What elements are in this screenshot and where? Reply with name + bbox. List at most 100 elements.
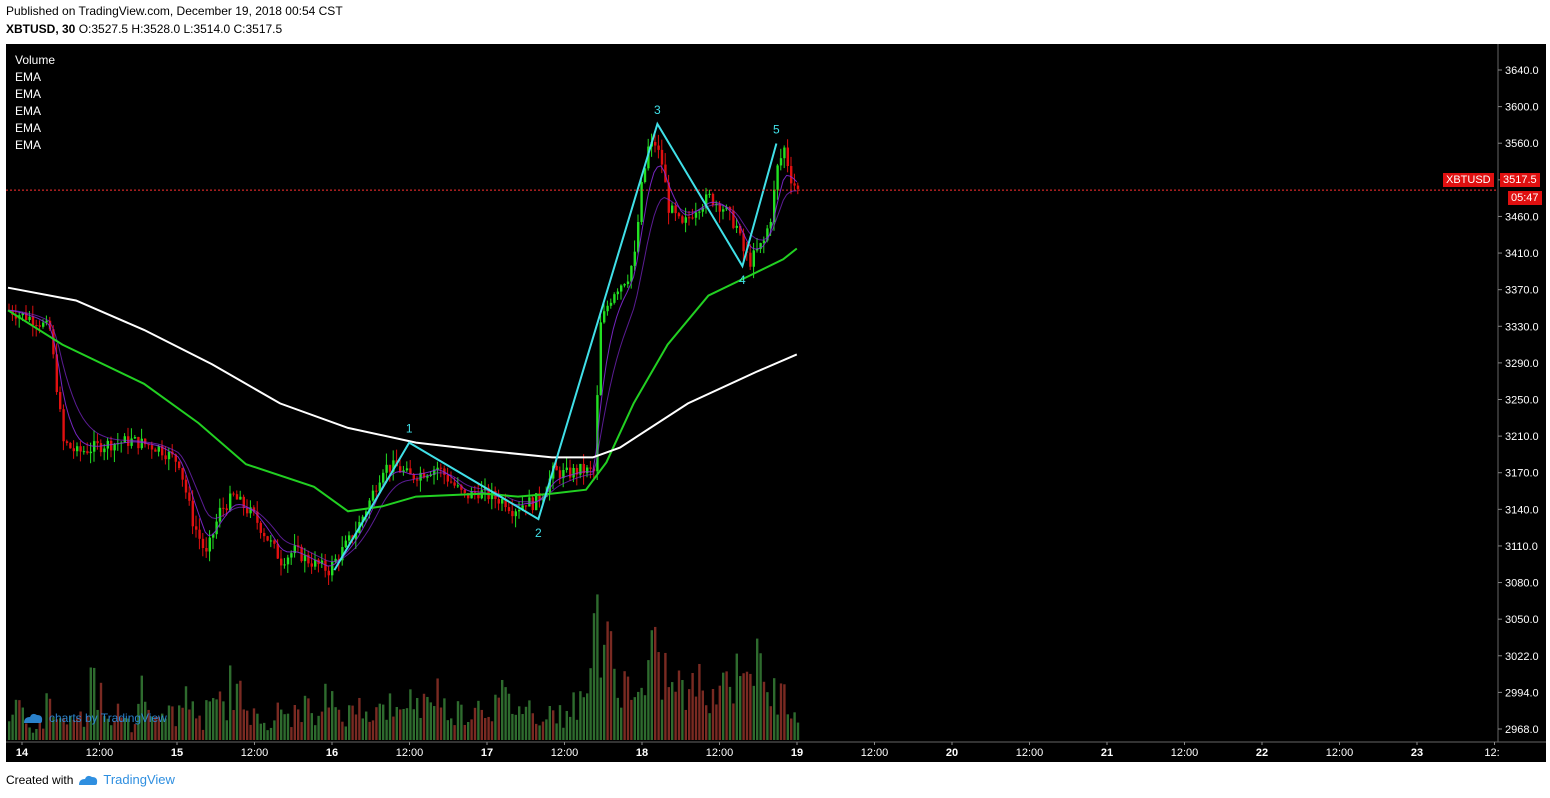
legend-ema-4[interactable]: EMA — [15, 121, 42, 135]
time-tick-label: 18 — [636, 747, 648, 759]
candle-body — [623, 284, 626, 286]
volume-bar — [93, 667, 96, 740]
candle-body — [157, 445, 160, 452]
volume-bar — [154, 717, 157, 740]
volume-bar — [773, 678, 776, 740]
candle-body — [195, 526, 198, 530]
candle-body — [174, 454, 177, 462]
volume-bar — [422, 693, 426, 740]
candle-body — [558, 470, 562, 479]
candle-body — [548, 478, 551, 493]
legend-volume[interactable]: Volume — [15, 53, 56, 67]
volume-bar — [439, 707, 443, 740]
tradingview-cloud-icon — [24, 713, 43, 723]
candle-body — [446, 475, 449, 482]
watermark[interactable]: charts by TradingView — [22, 711, 167, 725]
volume-bar — [38, 722, 41, 740]
volume-bar — [229, 665, 232, 740]
price-tick-label: 3460.0 — [1505, 211, 1539, 223]
legend-ema-1[interactable]: EMA — [15, 70, 42, 84]
volume-bar — [52, 717, 55, 740]
volume-bar — [643, 695, 647, 740]
ema-slow-line — [7, 286, 798, 459]
candle-body — [603, 311, 606, 323]
volume-bar — [433, 706, 436, 740]
volume-bar — [582, 697, 585, 740]
volume-bar — [460, 704, 463, 740]
price-tick-label: 3330.0 — [1505, 321, 1539, 333]
volume-bar — [701, 690, 704, 740]
candle-body — [55, 354, 58, 393]
candle-body — [225, 508, 228, 511]
time-tick-label: 12:00 — [1171, 747, 1199, 759]
price-tick-label: 3410.0 — [1505, 248, 1539, 260]
volume-bar — [375, 707, 378, 740]
price-tick-label: 3290.0 — [1505, 358, 1539, 370]
candle-body — [762, 240, 766, 244]
time-axis — [6, 742, 1546, 762]
volume-bar — [195, 718, 198, 740]
candle-body — [677, 213, 681, 217]
candle-body — [327, 570, 330, 576]
candle-body — [344, 540, 347, 548]
volume-bar — [266, 730, 269, 740]
volume-bar — [412, 709, 415, 740]
volume-bar — [572, 692, 575, 740]
volume-bar — [514, 714, 517, 740]
volume-bar — [786, 714, 789, 740]
candle-body — [181, 467, 184, 480]
volume-bar — [35, 728, 38, 740]
candle-body — [416, 479, 419, 481]
candle-body — [266, 536, 269, 541]
time-tick-label: 16 — [326, 747, 338, 759]
volume-bar — [616, 697, 619, 740]
legend-ema-5[interactable]: EMA — [15, 138, 42, 152]
volume-bar — [116, 703, 120, 740]
volume-bar — [654, 626, 657, 740]
candle-body — [531, 497, 534, 511]
price-tick-label: 3640.0 — [1505, 65, 1539, 77]
volume-bar — [511, 713, 514, 740]
volume-bar — [205, 700, 208, 740]
candle-body — [378, 482, 381, 492]
candle-body — [307, 554, 310, 564]
candle-body — [62, 409, 65, 442]
ema-fast-line — [7, 190, 797, 563]
pattern-label: 5 — [773, 123, 780, 137]
footer: Created with TradingView — [6, 772, 175, 787]
volume-bar — [745, 671, 749, 740]
candle-body — [409, 468, 412, 475]
candle-body — [361, 516, 364, 522]
candle-body — [79, 446, 82, 452]
volume-bar — [147, 709, 150, 740]
candle-body — [99, 443, 103, 453]
legend-ema-2[interactable]: EMA — [15, 87, 42, 101]
volume-bar — [99, 682, 103, 740]
volume-bar — [113, 720, 116, 740]
volume-bar — [501, 679, 504, 740]
volume-bar — [82, 726, 86, 740]
candle-body — [103, 448, 106, 453]
volume-bar — [728, 686, 732, 740]
candle-body — [582, 463, 585, 474]
time-tick-label: 20 — [946, 747, 958, 759]
legend-ema-3[interactable]: EMA — [15, 104, 42, 118]
candle-body — [184, 479, 188, 493]
volume-bar — [327, 707, 330, 740]
volume-bar — [354, 714, 358, 740]
watermark-text: charts by TradingView — [49, 711, 167, 725]
volume-bar — [249, 724, 252, 740]
pattern-label: 4 — [739, 273, 746, 287]
volume-bar — [314, 725, 317, 740]
time-tick-label: 12: — [1484, 747, 1499, 759]
candle-body — [52, 329, 55, 355]
volume-bar — [524, 706, 528, 740]
candle-body — [790, 166, 793, 184]
volume-bar — [310, 713, 313, 740]
volume-bar — [633, 697, 636, 740]
tradingview-brand[interactable]: TradingView — [103, 772, 175, 787]
candle-body — [773, 189, 776, 223]
candle-body — [654, 142, 657, 146]
candle-body — [82, 451, 86, 453]
